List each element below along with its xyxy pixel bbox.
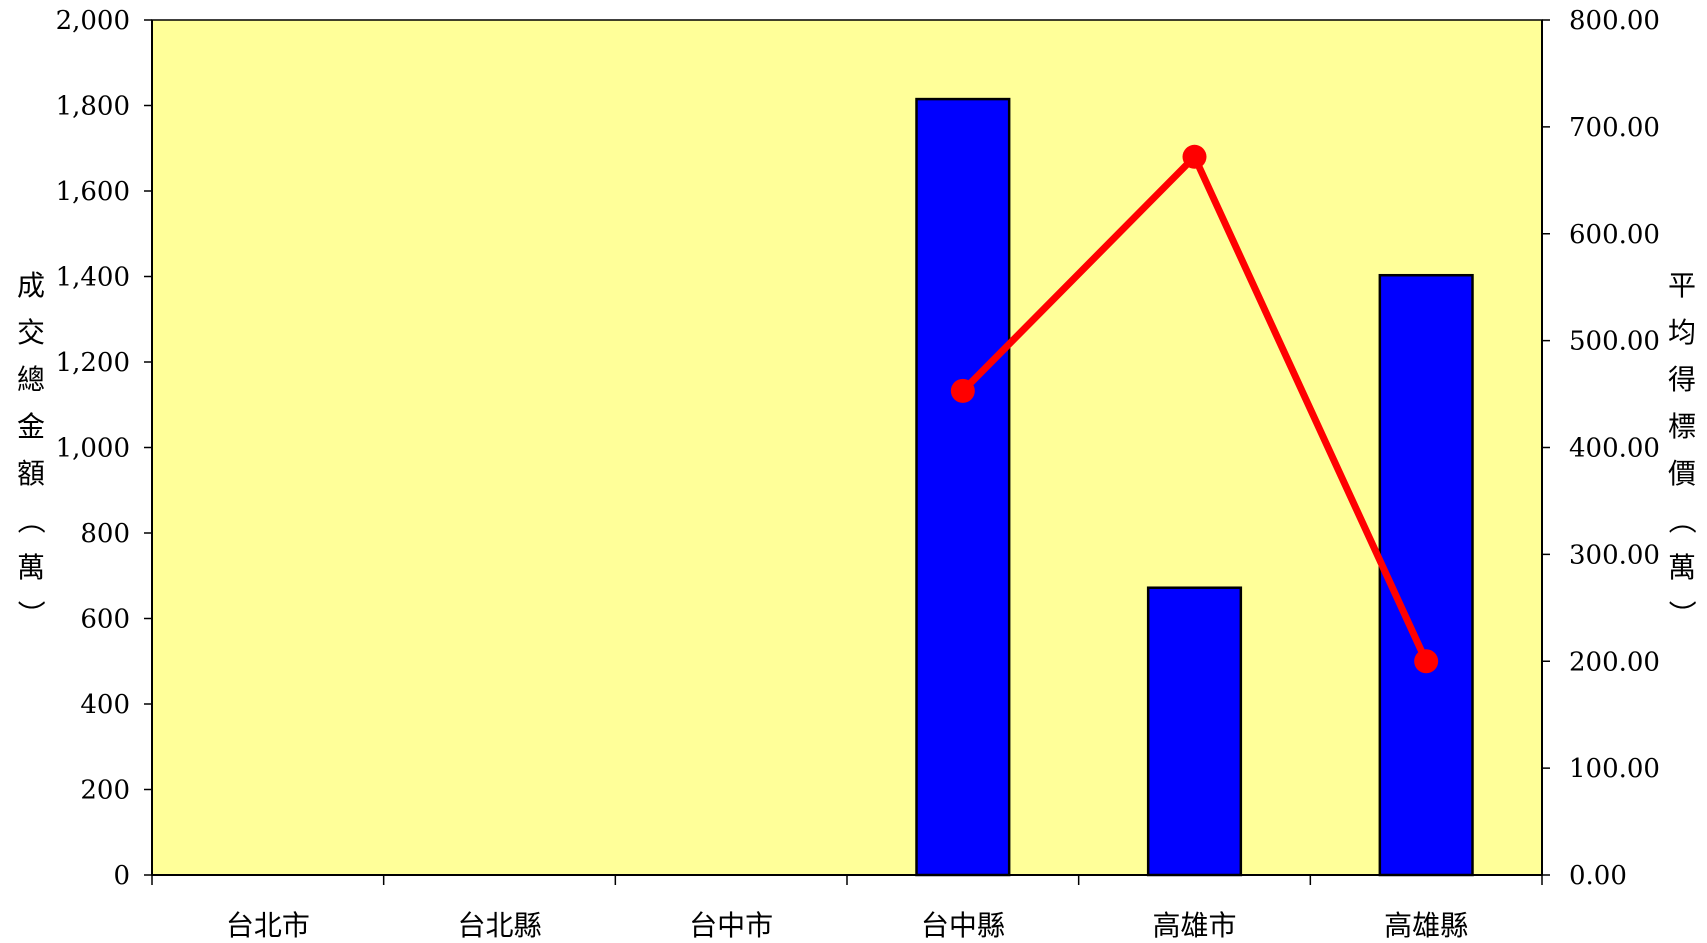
right-y-axis: 0.00 100.00 200.00 300.00 400.00 500.00 600.00… bbox=[1542, 6, 1660, 891]
line-point-高雄市 bbox=[1182, 144, 1207, 169]
left-tick-label: 1,600 bbox=[56, 177, 130, 207]
axis-title-char: 總 bbox=[17, 363, 45, 396]
right-tick-label: 400.00 bbox=[1569, 434, 1660, 464]
left-tick-label: 600 bbox=[80, 605, 130, 635]
left-tick-label: 2,000 bbox=[56, 6, 130, 36]
axis-title-char: 平 bbox=[1668, 269, 1696, 302]
category-label: 高雄縣 bbox=[1384, 909, 1468, 942]
plot-area bbox=[151, 19, 1543, 876]
left-tick-label: 1,000 bbox=[56, 434, 130, 464]
right-tick-label: 600.00 bbox=[1569, 220, 1660, 250]
line-series bbox=[950, 144, 1439, 674]
axis-title-char: 萬 bbox=[17, 551, 45, 584]
left-y-axis: 0 200 400 600 800 1,000 1,200 1,400 1,600 1,800 2,… bbox=[56, 6, 152, 891]
axis-title-char: 額 bbox=[17, 457, 45, 490]
right-tick-label: 500.00 bbox=[1569, 327, 1660, 357]
right-tick-label: 700.00 bbox=[1569, 113, 1660, 143]
axis-title-char: 交 bbox=[17, 316, 45, 349]
right-tick-label: 300.00 bbox=[1569, 540, 1660, 570]
category-label: 台中市 bbox=[689, 909, 773, 942]
axis-title-char: 得 bbox=[1668, 363, 1696, 396]
category-label: 高雄市 bbox=[1152, 909, 1236, 942]
left-tick-label: 400 bbox=[80, 690, 130, 720]
left-tick-label: 0 bbox=[113, 861, 130, 891]
left-tick-label: 1,400 bbox=[56, 263, 130, 293]
left-tick-label: 1,800 bbox=[56, 92, 130, 122]
right-tick-label: 0.00 bbox=[1569, 861, 1627, 891]
right-tick-label: 100.00 bbox=[1569, 754, 1660, 784]
category-label: 台中縣 bbox=[921, 909, 1005, 942]
right-tick-label: 200.00 bbox=[1569, 647, 1660, 677]
axis-title-char: 標 bbox=[1668, 410, 1696, 443]
bar-series bbox=[915, 97, 1474, 877]
left-tick-label: 1,200 bbox=[56, 348, 130, 378]
bar-高雄縣 bbox=[1378, 273, 1474, 877]
axis-title-char: 價 bbox=[1668, 457, 1696, 490]
category-label: 台北縣 bbox=[457, 909, 541, 942]
axis-title-char: ） bbox=[1665, 600, 1698, 628]
axis-title-char: 金 bbox=[17, 410, 45, 443]
axis-title-char: （ bbox=[1665, 506, 1698, 534]
axis-title-char: 均 bbox=[1668, 316, 1696, 349]
x-axis: 台北市 台北縣 台中市 台中縣 高雄市 高雄縣 bbox=[226, 909, 1468, 942]
left-tick-label: 800 bbox=[80, 519, 130, 549]
left-tick-label: 200 bbox=[80, 776, 130, 806]
axis-title-char: 成 bbox=[17, 269, 45, 302]
line-point-高雄縣 bbox=[1414, 649, 1439, 674]
axis-title-char: （ bbox=[14, 506, 47, 534]
line-point-台中縣 bbox=[950, 378, 975, 403]
category-label: 台北市 bbox=[226, 909, 310, 942]
bar-高雄市 bbox=[1146, 586, 1243, 877]
axis-title-char: ） bbox=[14, 600, 47, 628]
axis-title-char: 萬 bbox=[1668, 551, 1696, 584]
bar-台中縣 bbox=[915, 97, 1011, 877]
right-tick-label: 800.00 bbox=[1569, 6, 1660, 36]
